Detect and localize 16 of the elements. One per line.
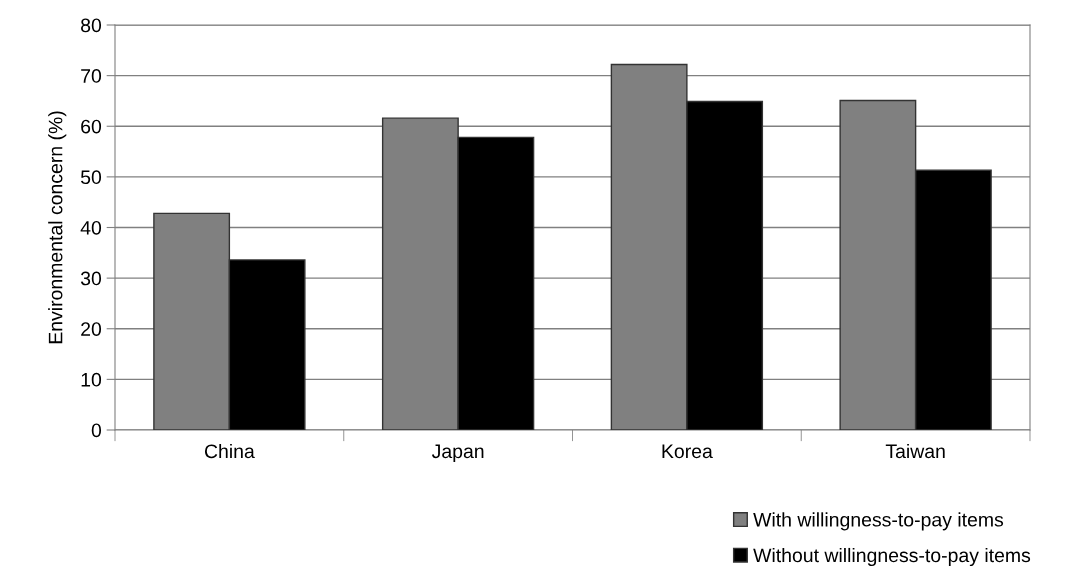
x-tick-label: Japan	[431, 444, 484, 463]
legend-label: Without willingness-to-pay items	[753, 547, 1031, 567]
legend-label: With willingness-to-pay items	[753, 512, 1004, 531]
y-tick-label: 0	[91, 423, 102, 438]
x-tick-label: China	[204, 443, 255, 459]
y-tick-label: 80	[81, 18, 102, 33]
x-tick-label: Korea	[662, 444, 713, 459]
y-tick-label: 30	[80, 271, 102, 286]
y-tick-label: 20	[81, 322, 102, 336]
y-axis-title: Environmental concern (%)	[48, 111, 67, 344]
x-tick-label: Taiwan	[885, 443, 945, 459]
y-tick-label: 70	[81, 69, 102, 83]
y-tick-label: 10	[81, 372, 102, 387]
y-tick-label: 40	[80, 220, 102, 235]
y-tick-label: 60	[81, 119, 102, 134]
y-tick-label: 50	[80, 170, 102, 185]
